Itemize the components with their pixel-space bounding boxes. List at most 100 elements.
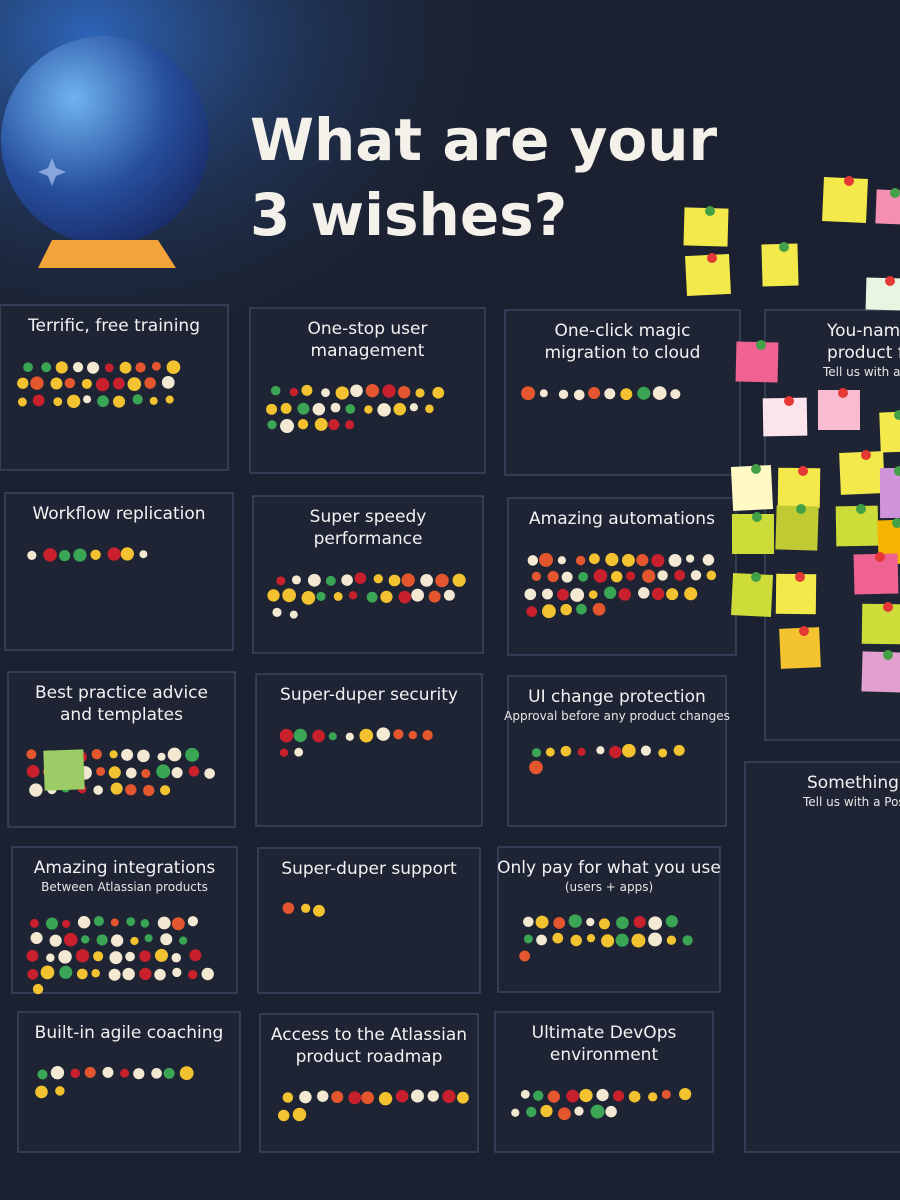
title-line: What are your — [250, 106, 718, 174]
vote-dot — [366, 591, 378, 603]
vote-dot — [331, 1090, 344, 1103]
vote-dot — [156, 764, 171, 779]
vote-dot — [81, 935, 90, 944]
vote-dot — [616, 916, 629, 930]
vote-dot — [652, 386, 667, 400]
vote-dot — [29, 918, 39, 928]
sparkle — [38, 158, 66, 186]
vote-dot — [297, 418, 309, 430]
vote-dot — [579, 1088, 593, 1103]
vote-dot — [50, 377, 63, 390]
card-title: Built-in agile coaching — [35, 1023, 224, 1043]
vote-dot — [557, 588, 569, 601]
card-subtitle: Tell us with a P — [822, 365, 900, 379]
vote-dot — [55, 361, 68, 374]
crystal-ball — [1, 36, 209, 244]
vote-dot — [398, 590, 412, 604]
vote-dot — [573, 389, 585, 401]
vote-dot — [112, 377, 125, 390]
vote-dot — [519, 950, 531, 962]
vote-dot — [325, 575, 336, 586]
vote-dot — [139, 550, 148, 559]
vote-dot — [576, 603, 587, 615]
push-pin — [890, 188, 900, 198]
vote-dot — [345, 404, 356, 414]
vote-dot — [364, 405, 373, 414]
vote-dot — [435, 573, 449, 588]
vote-dot — [620, 388, 633, 401]
vote-dot — [289, 387, 299, 397]
vote-dot — [658, 748, 668, 758]
vote-dot — [130, 936, 139, 946]
vote-dot — [279, 728, 294, 743]
vote-dot — [527, 555, 539, 566]
vote-dot — [586, 934, 596, 943]
vote-dot — [622, 743, 636, 758]
push-pin — [894, 466, 900, 476]
vote-dot — [157, 752, 166, 761]
vote-dot — [75, 949, 90, 963]
vote-dot — [37, 1069, 48, 1080]
push-pin — [894, 410, 900, 420]
vote-dot — [27, 968, 39, 980]
vote-dot — [70, 1068, 81, 1079]
card-title: UI change protection — [528, 687, 706, 707]
card-title: management — [311, 341, 425, 361]
vote-dot — [204, 768, 215, 779]
vote-dot — [144, 934, 153, 943]
vote-dot — [93, 915, 104, 927]
vote-dot — [625, 571, 636, 581]
vote-dot — [651, 553, 665, 568]
vote-dot — [277, 1109, 290, 1122]
sticky-note — [865, 277, 900, 311]
vote-dot — [552, 932, 564, 944]
vote-dot — [682, 935, 693, 946]
vote-dot — [378, 1091, 393, 1106]
vote-dot — [40, 965, 55, 980]
vote-dot — [316, 591, 326, 602]
sticky-note — [877, 519, 900, 565]
vote-dot — [63, 932, 78, 947]
card-title: Access to the Atlassian — [271, 1025, 467, 1045]
card-title: Terrific, free training — [27, 316, 200, 336]
card-title: product fe — [827, 343, 900, 363]
vote-dot — [139, 967, 152, 981]
vote-dot — [112, 395, 126, 408]
vote-dot — [393, 402, 407, 416]
vote-dot — [122, 967, 135, 981]
push-pin — [752, 512, 762, 522]
push-pin — [705, 206, 715, 216]
vote-dot — [665, 915, 678, 928]
vote-dot — [279, 748, 289, 757]
vote-dot — [45, 917, 59, 930]
vote-dot — [541, 604, 556, 619]
wish-card — [4, 492, 234, 651]
vote-dot — [432, 386, 445, 399]
sticky-note — [875, 189, 900, 225]
vote-dot — [361, 1091, 374, 1105]
vote-dot — [596, 1088, 609, 1102]
vote-dot — [588, 590, 598, 599]
vote-dot — [267, 589, 280, 602]
vote-dot — [163, 1067, 175, 1079]
vote-dot — [640, 745, 652, 756]
sticky-note — [879, 411, 900, 453]
vote-dot — [135, 362, 146, 373]
vote-dot — [539, 552, 553, 567]
sticky-note — [817, 389, 861, 431]
vote-dot — [140, 919, 150, 928]
vote-dot — [96, 766, 106, 776]
vote-dot — [330, 402, 341, 413]
vote-dot — [568, 914, 582, 928]
vote-dot — [578, 571, 589, 582]
vote-dot — [547, 570, 559, 583]
vote-dot — [615, 933, 629, 947]
vote-dot — [90, 549, 101, 560]
vote-dot — [91, 969, 100, 978]
card-subtitle: Tell us with a Post- — [802, 795, 900, 809]
vote-dot — [661, 1089, 671, 1099]
vote-dot — [533, 1090, 544, 1101]
vote-dot — [410, 1089, 425, 1103]
